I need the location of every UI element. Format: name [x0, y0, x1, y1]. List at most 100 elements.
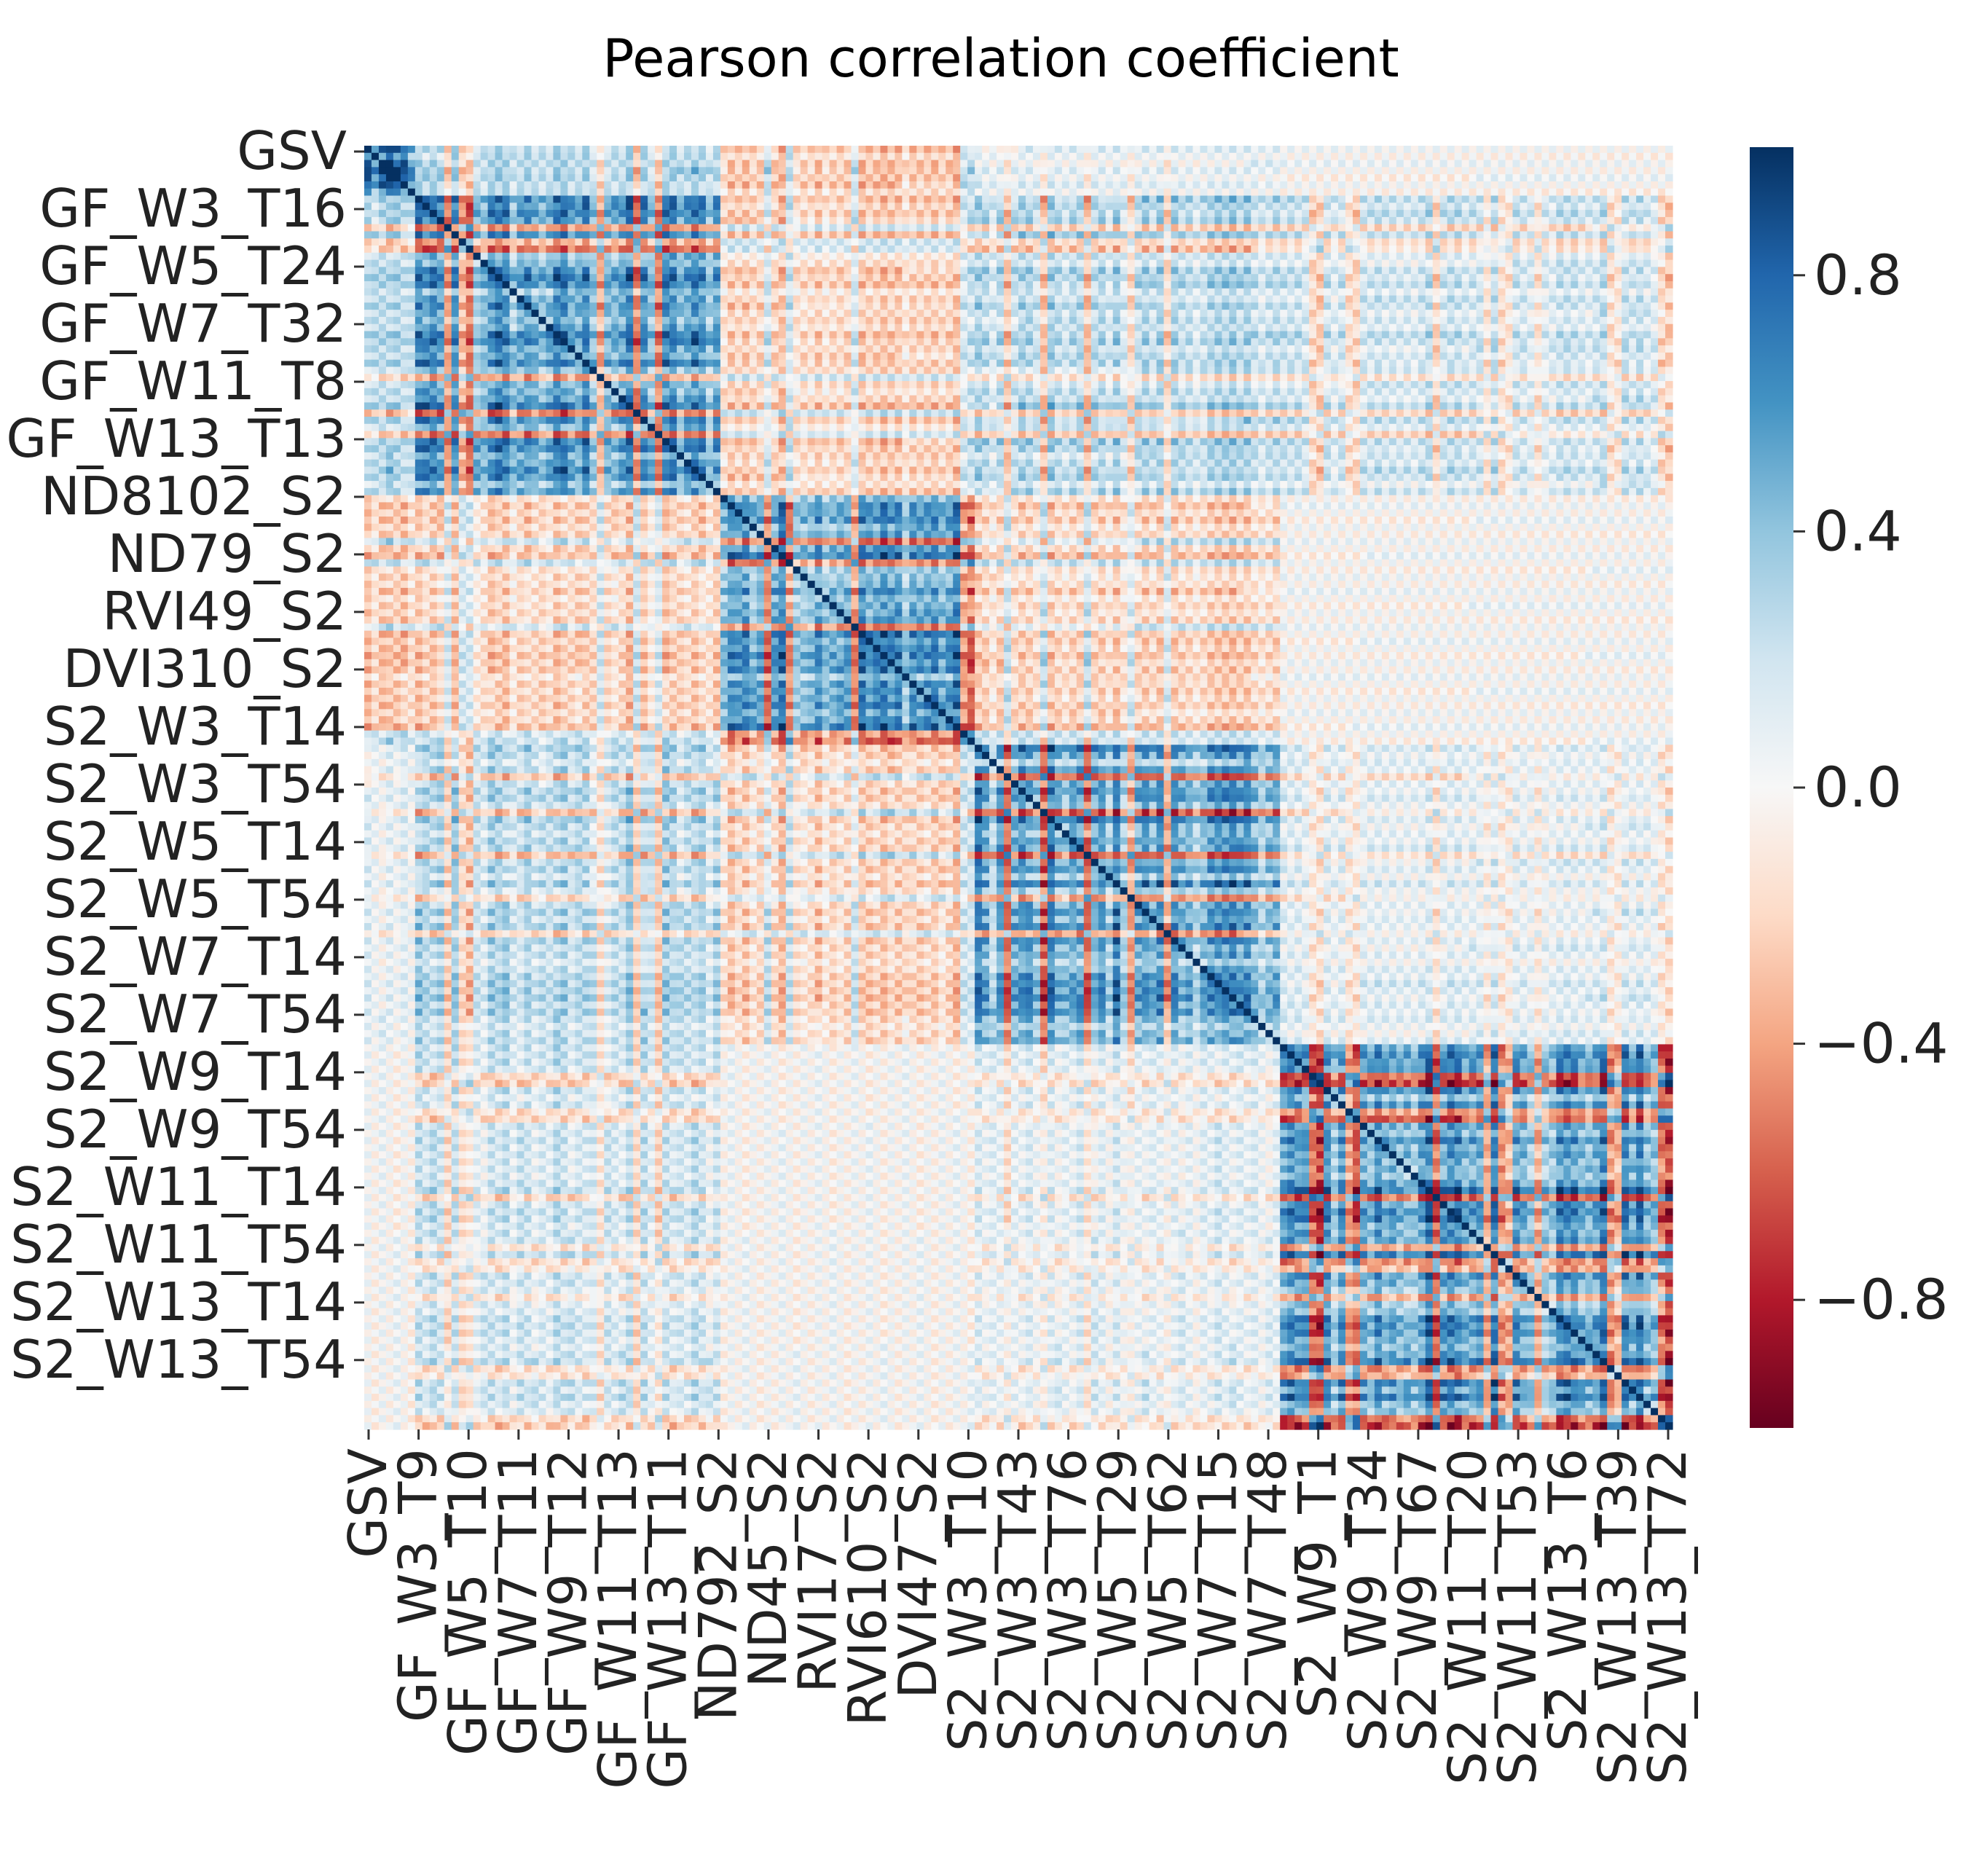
heatmap-cell: [597, 174, 605, 181]
heatmap-cell: [379, 160, 387, 168]
heatmap-cell: [1040, 160, 1048, 168]
heatmap-cell: [916, 174, 924, 181]
heatmap-cell: [1375, 189, 1383, 196]
heatmap-cell: [1229, 146, 1237, 153]
heatmap-cell: [1367, 174, 1375, 181]
heatmap-cell: [989, 153, 997, 160]
heatmap-cell: [1527, 146, 1535, 153]
heatmap-cell: [1658, 160, 1666, 168]
heatmap-cell: [1026, 146, 1034, 153]
heatmap-cell: [1331, 189, 1339, 196]
heatmap-cell: [1345, 174, 1353, 181]
heatmap-cell: [720, 160, 728, 168]
heatmap-cell: [1033, 189, 1041, 196]
heatmap-cell: [495, 167, 503, 174]
heatmap-cell: [1360, 153, 1368, 160]
heatmap-cell: [546, 160, 554, 168]
heatmap-cell: [372, 146, 380, 153]
heatmap-cell: [662, 189, 670, 196]
heatmap-cell: [364, 160, 372, 168]
heatmap-cell: [611, 146, 619, 153]
heatmap-cell: [1236, 146, 1244, 153]
heatmap-cell: [909, 167, 917, 174]
heatmap-cell: [1302, 174, 1310, 181]
heatmap-cell: [546, 174, 554, 181]
heatmap-cell: [1527, 189, 1535, 196]
heatmap-cell: [1375, 181, 1383, 189]
heatmap-cell: [924, 167, 932, 174]
heatmap-cell: [1367, 189, 1375, 196]
heatmap-cell: [408, 189, 416, 196]
heatmap-cell: [589, 153, 597, 160]
heatmap-cell: [1636, 160, 1644, 168]
heatmap-cell: [1629, 146, 1637, 153]
heatmap-cell: [844, 153, 852, 160]
heatmap-cell: [1404, 189, 1412, 196]
heatmap-cell: [1149, 160, 1158, 168]
heatmap-cell: [1375, 167, 1383, 174]
heatmap-cell: [1455, 181, 1463, 189]
heatmap-cell: [1040, 181, 1048, 189]
heatmap-cell: [1345, 189, 1353, 196]
heatmap-cell: [830, 167, 838, 174]
heatmap-cell: [1331, 146, 1339, 153]
heatmap-cell: [1396, 181, 1404, 189]
heatmap-cell: [423, 174, 431, 181]
heatmap-cell: [1207, 160, 1215, 168]
heatmap-cell: [720, 167, 728, 174]
heatmap-cell: [873, 153, 881, 160]
heatmap-cell: [1418, 167, 1426, 174]
heatmap-cell: [626, 146, 634, 153]
heatmap-cell: [830, 181, 838, 189]
heatmap-cell: [1665, 167, 1673, 174]
heatmap-cell: [684, 167, 692, 174]
heatmap-cell: [865, 167, 873, 174]
heatmap-cell: [1600, 167, 1608, 174]
heatmap-cell: [582, 167, 590, 174]
heatmap-cell: [538, 189, 546, 196]
heatmap-cell: [1571, 189, 1579, 196]
heatmap-cell: [1099, 174, 1107, 181]
heatmap-cell: [1636, 181, 1644, 189]
heatmap-cell: [531, 167, 539, 174]
heatmap-cell: [1309, 181, 1317, 189]
heatmap-cell: [1106, 181, 1114, 189]
heatmap-cell: [1164, 181, 1172, 189]
heatmap-cell: [1309, 167, 1317, 174]
heatmap-cell: [1447, 167, 1455, 174]
heatmap-cell: [423, 181, 431, 189]
heatmap-cell: [757, 146, 765, 153]
heatmap-cell: [1643, 167, 1651, 174]
heatmap-cell: [1048, 153, 1056, 160]
heatmap-cell: [1331, 174, 1339, 181]
heatmap-cell: [750, 189, 758, 196]
heatmap-cell: [902, 189, 910, 196]
heatmap-cell: [546, 189, 554, 196]
heatmap-cell: [1563, 167, 1571, 174]
heatmap-cell: [473, 146, 482, 153]
heatmap-cell: [1469, 167, 1477, 174]
heatmap-cell: [1651, 146, 1659, 153]
heatmap-cell: [546, 153, 554, 160]
heatmap-cell: [1265, 167, 1273, 174]
heatmap-cell: [909, 160, 917, 168]
heatmap-cell: [1491, 174, 1499, 181]
heatmap-cell: [452, 189, 460, 196]
heatmap-cell: [538, 146, 546, 153]
heatmap-cell: [473, 181, 482, 189]
heatmap-cell: [648, 146, 656, 153]
heatmap-cell: [1418, 174, 1426, 181]
heatmap-cell: [1135, 146, 1143, 153]
heatmap-cell: [713, 146, 721, 153]
heatmap-cell: [1585, 167, 1593, 174]
heatmap-cell: [1113, 153, 1121, 160]
heatmap-cell: [1477, 167, 1485, 174]
heatmap-cell: [459, 153, 467, 160]
heatmap-cell: [960, 189, 968, 196]
heatmap-cell: [1563, 160, 1571, 168]
heatmap-cell: [1142, 189, 1150, 196]
heatmap-cell: [684, 153, 692, 160]
heatmap-cell: [1280, 174, 1288, 181]
heatmap-cell: [1004, 146, 1012, 153]
heatmap-cell: [1185, 174, 1193, 181]
